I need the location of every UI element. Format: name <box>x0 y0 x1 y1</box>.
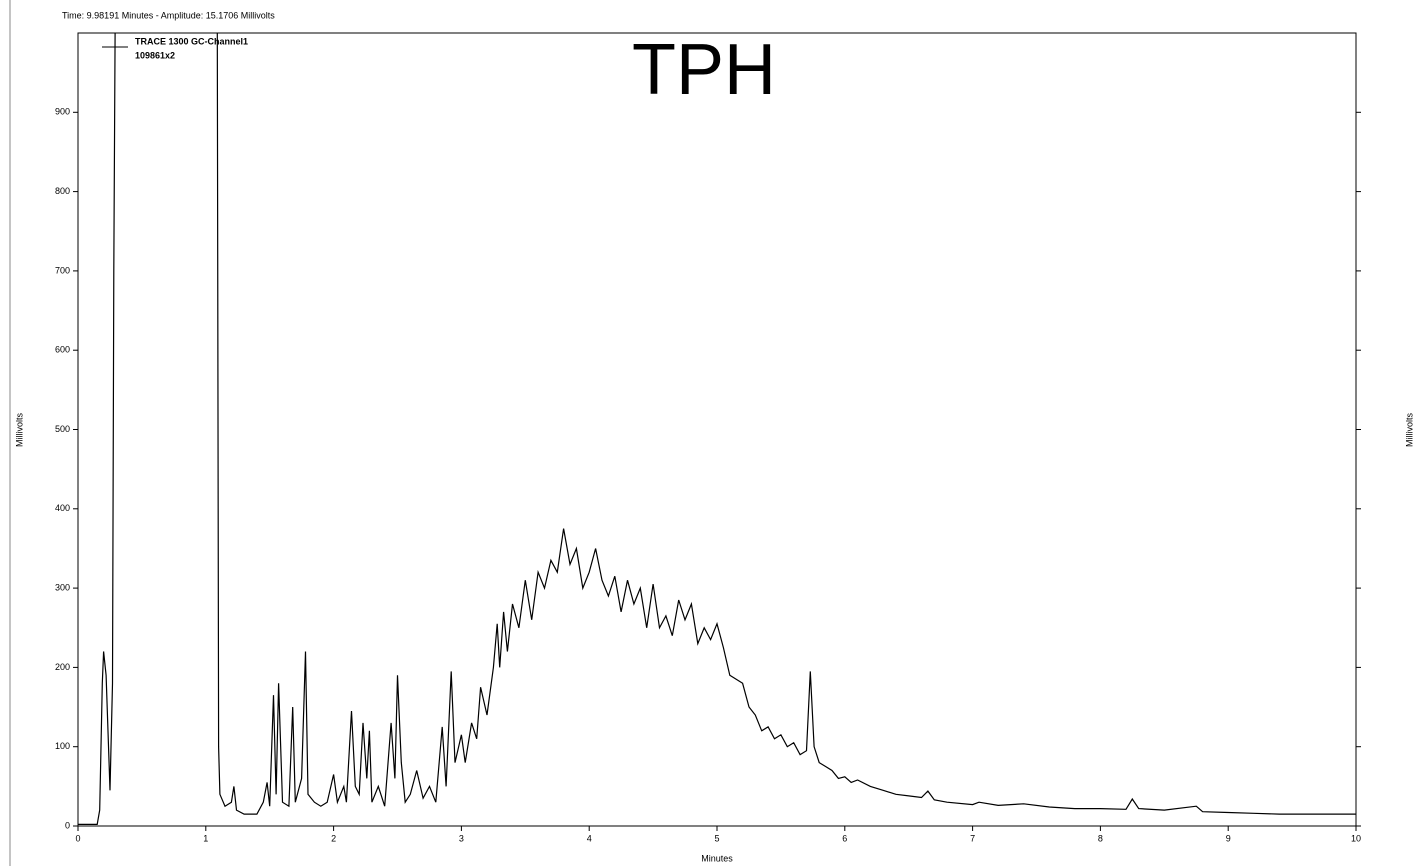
y-tick-label: 500 <box>55 424 70 434</box>
chart-title: TPH <box>632 30 776 110</box>
x-tick-label: 8 <box>1098 833 1103 843</box>
x-tick-label: 6 <box>842 833 847 843</box>
legend-entry: TRACE 1300 GC-Channel1 <box>135 36 248 46</box>
status-header: Time: 9.98191 Minutes - Amplitude: 15.17… <box>62 10 275 20</box>
legend-sample: 109861x2 <box>135 50 175 60</box>
x-tick-label: 2 <box>331 833 336 843</box>
trace-line <box>78 33 1356 825</box>
y-tick-label: 200 <box>55 662 70 672</box>
y-axis-label: Millivolts <box>14 413 24 448</box>
y-tick-label: 900 <box>55 107 70 117</box>
x-tick-label: 1 <box>203 833 208 843</box>
y2-axis-label: Millivolts <box>1404 413 1413 448</box>
x-tick-label: 7 <box>970 833 975 843</box>
x-tick-label: 10 <box>1351 833 1361 843</box>
x-tick-label: 5 <box>714 833 719 843</box>
y-tick-label: 600 <box>55 345 70 355</box>
y-tick-label: 300 <box>55 582 70 592</box>
y-tick-label: 0 <box>65 820 70 830</box>
x-tick-label: 9 <box>1226 833 1231 843</box>
x-tick-label: 3 <box>459 833 464 843</box>
x-tick-label: 0 <box>75 833 80 843</box>
y-tick-label: 700 <box>55 265 70 275</box>
x-tick-label: 4 <box>587 833 592 843</box>
plot-frame <box>77 32 1357 827</box>
y-tick-label: 800 <box>55 186 70 196</box>
y-tick-label: 100 <box>55 741 70 751</box>
x-axis-label: Minutes <box>701 853 733 863</box>
y-tick-label: 400 <box>55 503 70 513</box>
